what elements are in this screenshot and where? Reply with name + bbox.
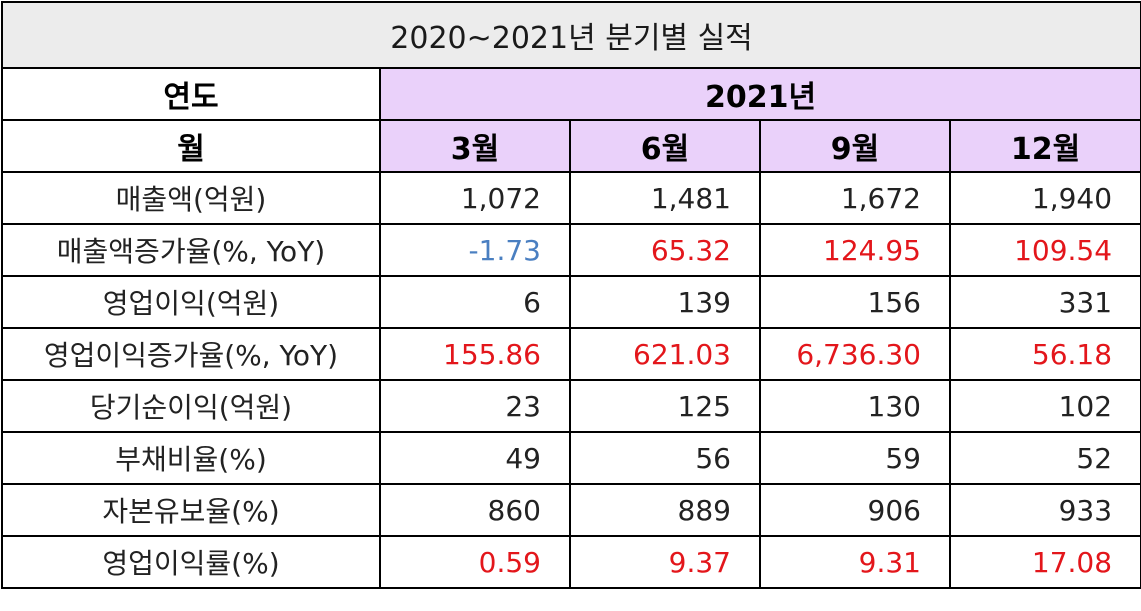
value-cell[interactable]: 621.03 — [569, 327, 761, 381]
value-cell[interactable]: 65.32 — [569, 223, 761, 277]
year-header-row: 연도 2021년 — [1, 67, 1141, 121]
table-title[interactable]: 2020~2021년 분기별 실적 — [0, 1, 1141, 69]
row-label-cell[interactable]: 매출액(억원) — [1, 171, 381, 225]
year-label-cell[interactable]: 연도 — [1, 67, 381, 121]
value-cell[interactable]: 156 — [759, 275, 951, 329]
value-cell[interactable]: 17.08 — [948, 535, 1141, 589]
value-cell[interactable]: 130 — [759, 379, 951, 433]
table-row: 매출액(억원) 1,072 1,481 1,672 1,940 — [1, 171, 1141, 225]
table-row: 자본유보율(%) 860 889 906 933 — [1, 483, 1141, 537]
value-cell[interactable]: 9.31 — [759, 535, 951, 589]
value-cell[interactable]: 1,672 — [759, 171, 951, 225]
table-row: 영업이익(억원) 6 139 156 331 — [1, 275, 1141, 329]
value-cell[interactable]: 52 — [948, 431, 1141, 485]
month-label-cell[interactable]: 월 — [1, 119, 381, 173]
row-label-cell[interactable]: 영업이익증가율(%, YoY) — [1, 327, 381, 381]
value-cell[interactable]: 331 — [948, 275, 1141, 329]
month-header-cell[interactable]: 12월 — [948, 119, 1141, 173]
value-cell[interactable]: 56 — [569, 431, 761, 485]
row-label-cell[interactable]: 부채비율(%) — [1, 431, 381, 485]
table-row: 영업이익률(%) 0.59 9.37 9.31 17.08 — [1, 535, 1141, 589]
year-value-cell[interactable]: 2021년 — [378, 67, 1141, 121]
value-cell[interactable]: 0.59 — [379, 535, 571, 589]
value-cell[interactable]: 155.86 — [379, 327, 571, 381]
value-cell[interactable]: 860 — [379, 483, 571, 537]
value-cell[interactable]: 23 — [379, 379, 571, 433]
table-row: 당기순이익(억원) 23 125 130 102 — [1, 379, 1141, 433]
value-cell[interactable]: 1,940 — [948, 171, 1141, 225]
row-label-cell[interactable]: 당기순이익(억원) — [1, 379, 381, 433]
value-cell[interactable]: 49 — [379, 431, 571, 485]
month-header-cell[interactable]: 6월 — [569, 119, 761, 173]
value-cell[interactable]: 59 — [759, 431, 951, 485]
value-cell[interactable]: 6 — [379, 275, 571, 329]
row-label-cell[interactable]: 영업이익률(%) — [1, 535, 381, 589]
value-cell[interactable]: 1,072 — [379, 171, 571, 225]
value-cell[interactable]: 6,736.30 — [759, 327, 951, 381]
table-row: 매출액증가율(%, YoY) -1.73 65.32 124.95 109.54 — [1, 223, 1141, 277]
value-cell[interactable]: 1,481 — [569, 171, 761, 225]
value-cell[interactable]: -1.73 — [379, 223, 571, 277]
month-header-row: 월 3월 6월 9월 12월 — [1, 119, 1141, 173]
quarterly-results-table: 2020~2021년 분기별 실적 연도 2021년 월 3월 6월 9월 12… — [0, 1, 1141, 589]
value-cell[interactable]: 109.54 — [948, 223, 1141, 277]
month-header-cell[interactable]: 9월 — [759, 119, 951, 173]
value-cell[interactable]: 889 — [569, 483, 761, 537]
title-row: 2020~2021년 분기별 실적 — [0, 1, 1141, 69]
value-cell[interactable]: 906 — [759, 483, 951, 537]
table-row: 영업이익증가율(%, YoY) 155.86 621.03 6,736.30 56.18 — [1, 327, 1141, 381]
row-label-cell[interactable]: 매출액증가율(%, YoY) — [1, 223, 381, 277]
value-cell[interactable]: 125 — [569, 379, 761, 433]
value-cell[interactable]: 124.95 — [759, 223, 951, 277]
value-cell[interactable]: 9.37 — [569, 535, 761, 589]
row-label-cell[interactable]: 영업이익(억원) — [1, 275, 381, 329]
value-cell[interactable]: 56.18 — [948, 327, 1141, 381]
month-header-cell[interactable]: 3월 — [379, 119, 571, 173]
table-row: 부채비율(%) 49 56 59 52 — [1, 431, 1141, 485]
value-cell[interactable]: 139 — [569, 275, 761, 329]
value-cell[interactable]: 933 — [948, 483, 1141, 537]
data-rows: 매출액(억원) 1,072 1,481 1,672 1,940 매출액증가율(%, YoY… — [1, 171, 1141, 589]
value-cell[interactable]: 102 — [948, 379, 1141, 433]
row-label-cell[interactable]: 자본유보율(%) — [1, 483, 381, 537]
